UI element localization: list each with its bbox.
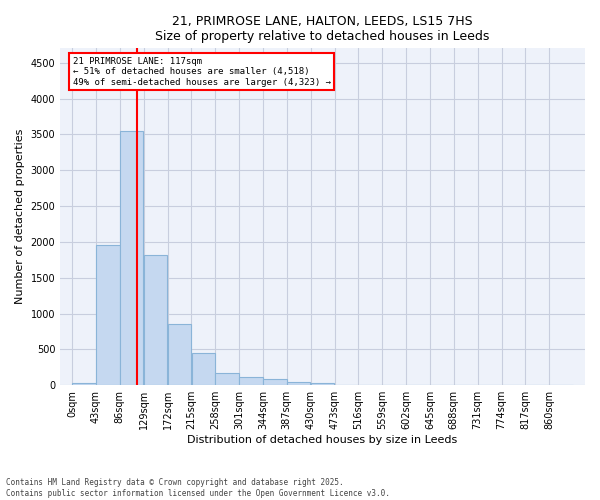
- Title: 21, PRIMROSE LANE, HALTON, LEEDS, LS15 7HS
Size of property relative to detached: 21, PRIMROSE LANE, HALTON, LEEDS, LS15 7…: [155, 15, 490, 43]
- X-axis label: Distribution of detached houses by size in Leeds: Distribution of detached houses by size …: [187, 435, 458, 445]
- Bar: [287, 382, 310, 385]
- Bar: [73, 383, 96, 385]
- Bar: [120, 131, 143, 385]
- Bar: [263, 380, 287, 385]
- Text: Contains HM Land Registry data © Crown copyright and database right 2025.
Contai: Contains HM Land Registry data © Crown c…: [6, 478, 390, 498]
- Bar: [96, 246, 119, 385]
- Bar: [215, 372, 239, 385]
- Text: 21 PRIMROSE LANE: 117sqm
← 51% of detached houses are smaller (4,518)
49% of sem: 21 PRIMROSE LANE: 117sqm ← 51% of detach…: [73, 57, 331, 86]
- Bar: [311, 383, 334, 385]
- Bar: [191, 353, 215, 385]
- Bar: [239, 376, 263, 385]
- Y-axis label: Number of detached properties: Number of detached properties: [15, 129, 25, 304]
- Bar: [144, 255, 167, 385]
- Bar: [168, 324, 191, 385]
